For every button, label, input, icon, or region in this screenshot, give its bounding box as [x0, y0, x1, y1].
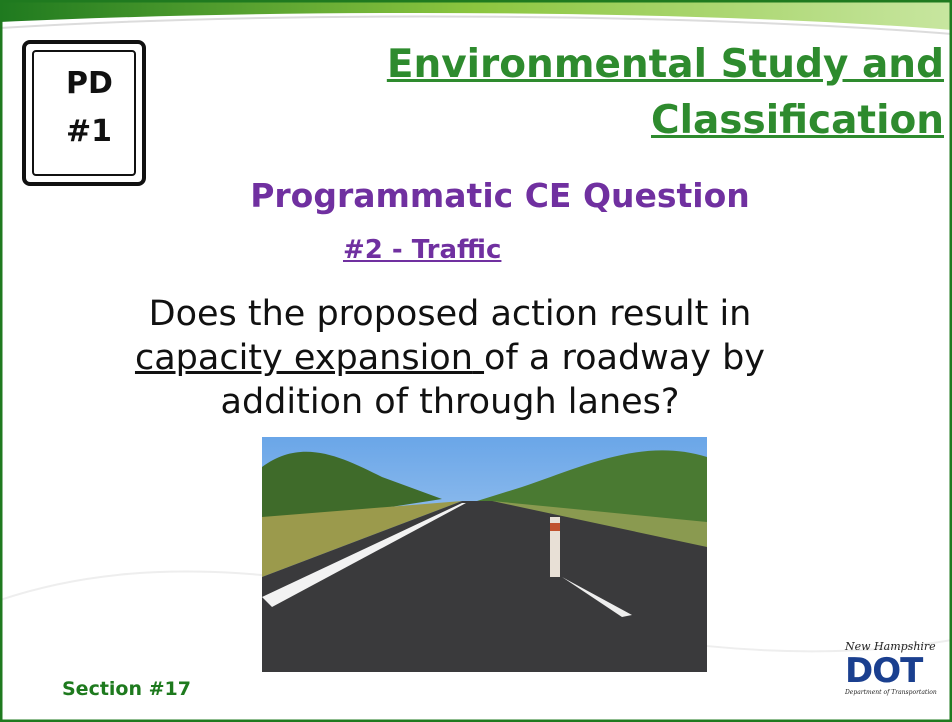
title: Environmental Study and — [387, 42, 944, 87]
question-text: addition of through lanes? — [0, 382, 900, 422]
slide: PD #1 Environmental Study and Classifica… — [0, 0, 952, 722]
logo-caption: Department of Transportation — [845, 689, 952, 696]
badge-text: PD — [66, 66, 113, 101]
badge-text: #1 — [66, 114, 112, 149]
badge: PD #1 — [22, 40, 146, 186]
title: Classification — [651, 98, 944, 143]
footer: Section #17 — [62, 678, 191, 700]
subtitle: Programmatic CE Question — [0, 176, 952, 215]
logo-mark: DOT — [845, 653, 952, 689]
question-text: Does the proposed action result in — [0, 294, 900, 334]
question-text: capacity expansion of a roadway by — [0, 338, 900, 378]
emphasis: capacity expansion — [135, 338, 473, 378]
logo: New Hampshire DOT Department of Transpor… — [845, 640, 952, 718]
road-photo — [262, 437, 707, 672]
question-label: #2 - Traffic — [343, 235, 501, 265]
question-text: of a roadway by — [484, 338, 765, 378]
